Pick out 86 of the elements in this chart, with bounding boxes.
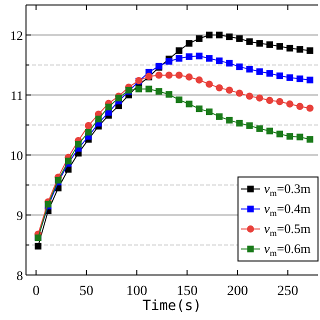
point [296,76,304,82]
point [266,70,273,77]
point [246,122,253,129]
point [176,47,182,54]
point [256,68,263,75]
point [306,104,314,112]
point [236,90,244,97]
point [256,40,263,47]
point [296,46,304,53]
point [186,100,192,108]
point [196,76,203,84]
point [156,88,162,95]
point [246,66,253,72]
point [196,52,202,60]
point [276,98,284,106]
point [216,84,223,92]
point [226,116,233,124]
point [165,72,173,79]
point [236,64,243,70]
point [226,86,233,94]
point [206,108,213,116]
point [166,91,172,98]
point [306,136,314,143]
point [246,38,253,45]
legend-label: v$_{m}$=0.4m [264,201,311,218]
point [206,32,213,38]
point [226,34,233,40]
point [266,41,273,48]
point [206,55,213,62]
point [186,73,193,81]
point [105,104,112,110]
point [276,43,284,50]
point [246,92,254,100]
point [216,113,223,120]
point [296,134,304,140]
point [256,125,263,132]
point [135,86,142,92]
point [206,80,213,88]
point [186,40,192,47]
point [216,32,223,38]
point [175,72,183,79]
point [296,102,304,110]
point [286,74,294,81]
point [226,60,233,66]
point [276,72,284,80]
legend-label: v$_{m}$=0.5m [264,221,311,238]
y-tick-label: 11 [10,88,23,103]
legend-label: v$_{m}$=0.6m [264,241,311,258]
point [186,53,192,60]
point [216,58,223,64]
point [75,140,82,148]
point [306,76,314,84]
point [166,58,172,65]
point [84,122,92,130]
point [276,130,284,138]
y-tick-label: 8 [16,268,23,283]
point [155,72,163,79]
point [256,94,264,102]
y-tick-label: 10 [10,148,23,163]
point [176,55,182,62]
x-tick-label: 50 [79,284,94,299]
y-tick-label: 12 [10,28,23,43]
point [236,35,243,42]
x-tick-label: 150 [176,284,198,299]
point [286,100,294,108]
legend-label: v$_{m}$=0.3m [264,181,311,198]
x-axis-title: Time(s) [142,298,202,314]
x-tick-label: 250 [277,284,298,299]
point [64,158,72,164]
x-tick-label: 200 [226,284,248,299]
point [266,128,273,134]
y-tick-label: 9 [16,208,23,223]
point [286,133,294,140]
point [146,86,152,92]
point [286,44,294,52]
point [196,106,202,112]
point [306,47,314,54]
x-tick-label: 0 [32,284,40,299]
point [95,116,102,122]
point [34,242,42,250]
point [85,128,92,136]
point [236,120,243,126]
point [176,96,182,104]
point [266,96,274,104]
point [196,35,202,42]
x-tick-label: 100 [126,284,148,299]
